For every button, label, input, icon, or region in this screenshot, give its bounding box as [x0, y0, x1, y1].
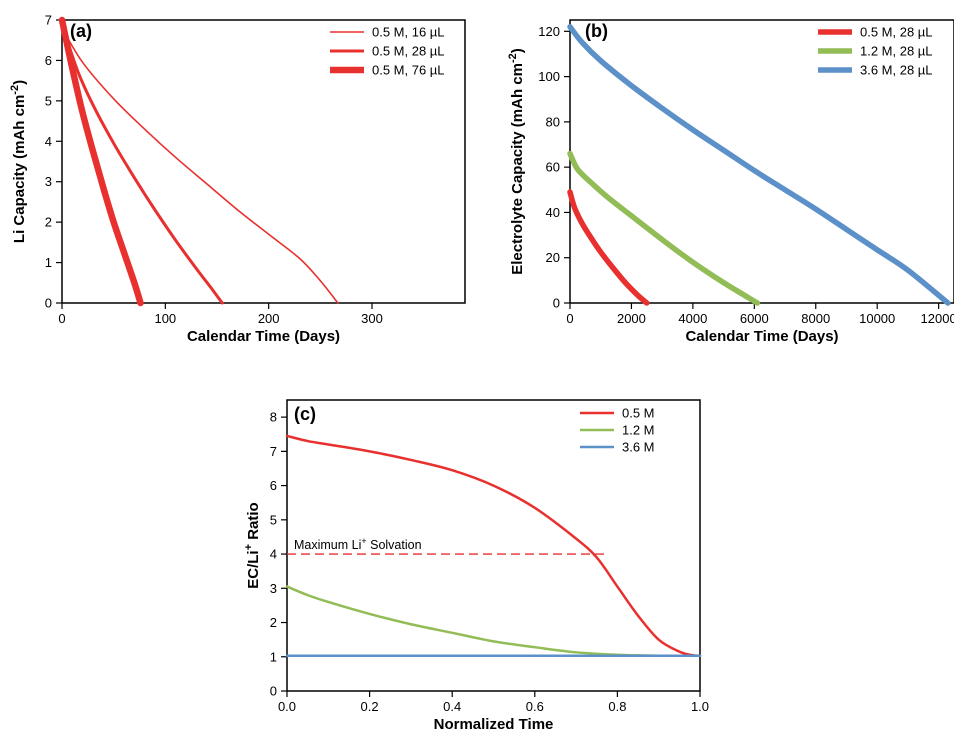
y-tick-label: 3 [45, 174, 52, 189]
chart-panel-1: 0 2000 4000 6000 8000 10000 12000 0 20 40 60 80 100 1… [507, 19, 954, 345]
y-tick-label: 4 [45, 134, 52, 149]
y-tick-label: 40 [546, 205, 560, 220]
x-tick-label: 6000 [740, 311, 769, 326]
panel-label: (c) [294, 404, 316, 424]
series-line-1 [60, 22, 224, 305]
series-line-1 [285, 585, 702, 658]
y-tick-label: 60 [546, 160, 560, 175]
x-tick-label: 0.8 [608, 699, 626, 714]
plot-frame [286, 399, 701, 692]
y-tick-label: 8 [270, 410, 277, 425]
y-tick-label: 6 [270, 478, 277, 493]
series-line-2 [567, 24, 951, 306]
y-tick-label: 100 [538, 69, 560, 84]
y-tick-label: 5 [45, 93, 52, 108]
legend-label-1: 1.2 M, 28 µL [860, 44, 933, 59]
y-tick-label: 2 [270, 615, 277, 630]
x-tick-label: 10000 [859, 311, 895, 326]
x-tick-label: 1.0 [691, 699, 709, 714]
series-line-0 [61, 27, 339, 304]
y-axis-label-sup: -2 [507, 53, 519, 63]
y-tick-label: 7 [270, 444, 277, 459]
y-axis-label-sup: -2 [9, 85, 21, 95]
y-axis-label-close: Ratio [245, 502, 262, 544]
x-tick-label: 0.6 [526, 699, 544, 714]
legend-label-1: 1.2 M [622, 423, 655, 438]
x-tick-label: 300 [361, 311, 383, 326]
legend-label-2: 3.6 M [622, 440, 655, 455]
x-tick-label: 0.2 [361, 699, 379, 714]
max-solvation-label: Maximum Li+ Solvation [294, 536, 422, 552]
x-tick-label: 0.4 [443, 699, 461, 714]
y-axis-label: Li Capacity (mAh cm-2) [9, 80, 28, 243]
legend-label-0: 0.5 M, 16 µL [372, 25, 445, 40]
x-tick-label: 12000 [921, 311, 954, 326]
x-axis-label: Calendar Time (Days) [187, 328, 340, 345]
y-axis-label-close: ) [11, 80, 28, 85]
x-tick-label: 0 [566, 311, 573, 326]
plot-frame [61, 19, 466, 304]
y-tick-label: 5 [270, 512, 277, 527]
plot-frame [569, 19, 954, 304]
annot-main: Maximum Li [294, 538, 361, 552]
x-axis-label: Calendar Time (Days) [685, 328, 838, 345]
panel-label: (a) [70, 21, 92, 41]
annot-rest: Solvation [367, 538, 422, 552]
y-axis-label-main: Electrolyte Capacity (mAh cm [509, 63, 526, 275]
y-tick-label: 20 [546, 250, 560, 265]
legend-label-2: 3.6 M, 28 µL [860, 63, 933, 78]
y-tick-label: 6 [45, 53, 52, 68]
series-line-0 [285, 434, 702, 657]
y-axis-label-sup: + [243, 544, 255, 550]
y-axis-label: EC/Li+ Ratio [243, 502, 262, 588]
y-tick-label: 4 [270, 547, 277, 562]
y-tick-label: 1 [270, 649, 277, 664]
y-axis-label-close: ) [509, 48, 526, 53]
series-line-0 [567, 189, 650, 306]
x-tick-label: 100 [154, 311, 176, 326]
y-tick-label: 120 [538, 24, 560, 39]
y-tick-label: 3 [270, 581, 277, 596]
x-axis-label: Normalized Time [434, 716, 554, 733]
y-tick-label: 0 [270, 684, 277, 699]
x-tick-label: 2000 [617, 311, 646, 326]
y-axis-label-main: EC/Li [245, 550, 262, 588]
x-tick-label: 8000 [801, 311, 830, 326]
x-tick-label: 200 [258, 311, 280, 326]
y-axis-label-main: Li Capacity (mAh cm [11, 95, 28, 243]
y-tick-label: 0 [45, 296, 52, 311]
y-tick-label: 1 [45, 255, 52, 270]
y-tick-label: 0 [553, 296, 560, 311]
legend-label-1: 0.5 M, 28 µL [372, 44, 445, 59]
chart-panel-2: 0.0 0.2 0.4 0.6 0.8 1.0 0 1 2 3 4 5 6 7 8 Normalized Ti… [243, 399, 709, 733]
x-tick-label: 4000 [678, 311, 707, 326]
legend-label-0: 0.5 M, 28 µL [860, 25, 933, 40]
y-tick-label: 7 [45, 13, 52, 28]
y-tick-label: 80 [546, 114, 560, 129]
annot-sup: + [361, 536, 366, 546]
series-line-2 [58, 16, 144, 307]
legend-label-0: 0.5 M [622, 406, 655, 421]
x-tick-label: 0 [58, 311, 65, 326]
series-line-1 [567, 150, 761, 306]
chart-panel-0: 0 100 200 300 0 1 2 3 4 5 6 7 Calendar Time (Days) Li… [9, 13, 466, 345]
x-tick-label: 0.0 [278, 699, 296, 714]
panel-label: (b) [585, 21, 608, 41]
y-axis-label: Electrolyte Capacity (mAh cm-2) [507, 48, 526, 275]
legend-label-2: 0.5 M, 76 µL [372, 63, 445, 78]
y-tick-label: 2 [45, 215, 52, 230]
